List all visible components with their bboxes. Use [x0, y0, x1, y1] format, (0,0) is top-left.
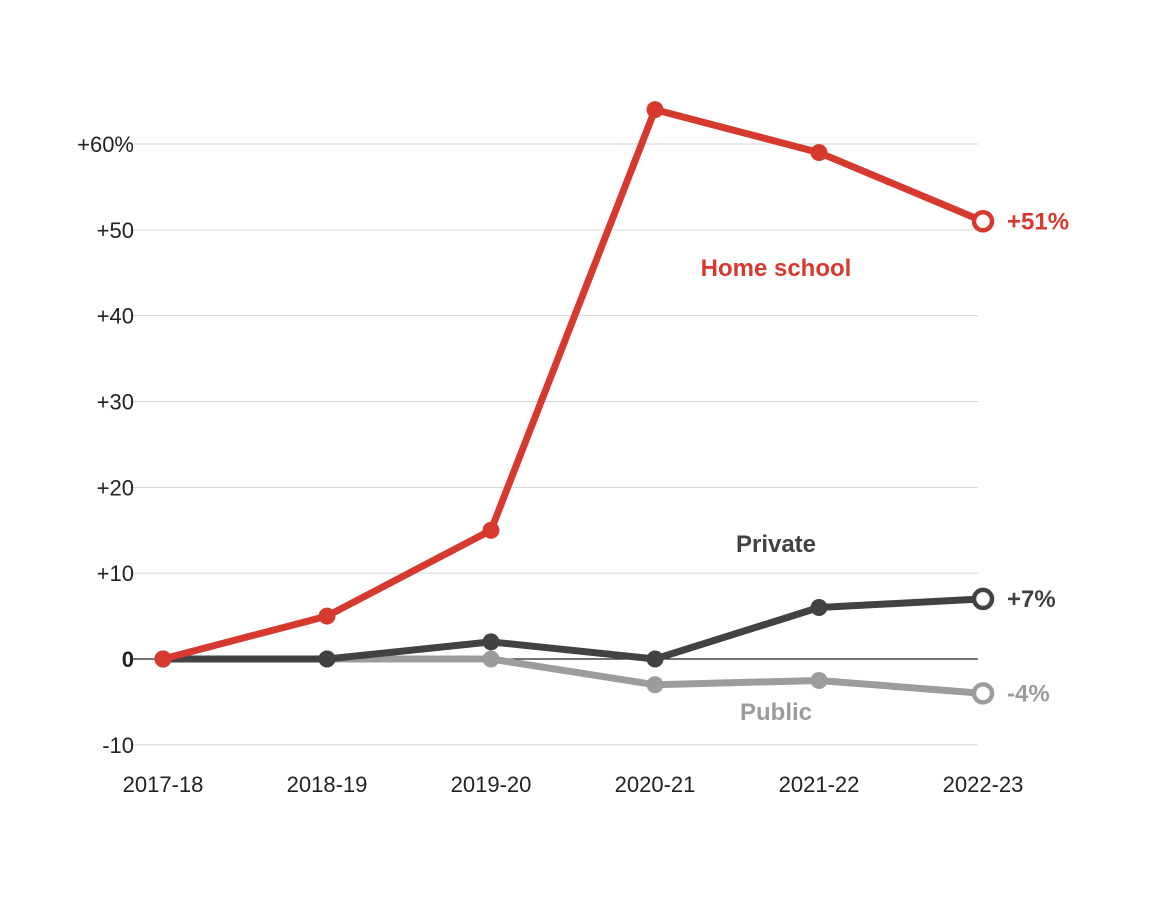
data-point — [318, 607, 336, 625]
data-point-end — [971, 682, 995, 705]
data-point — [646, 650, 664, 668]
y-tick-label: +40 — [97, 304, 134, 329]
data-point — [810, 599, 828, 616]
data-point — [482, 650, 500, 668]
series-home-school — [154, 101, 995, 668]
series-name-label: Private — [736, 531, 816, 558]
y-tick-label: +10 — [97, 561, 134, 586]
data-point — [646, 101, 664, 119]
end-value-label: -4% — [1007, 680, 1050, 707]
y-tick-label: +60% — [77, 132, 134, 157]
series-line — [159, 595, 987, 663]
data-point — [154, 650, 172, 668]
end-value-label: +51% — [1007, 208, 1069, 235]
data-point — [318, 650, 336, 668]
data-point-end — [971, 587, 995, 611]
series-name-label: Public — [740, 699, 812, 726]
y-tick-label: +50 — [97, 218, 134, 243]
data-point — [482, 521, 500, 539]
x-tick-label: 2017-18 — [123, 772, 204, 797]
y-tick-label: +30 — [97, 390, 134, 415]
series-lines — [154, 101, 995, 705]
y-tick-label: 0 — [122, 647, 134, 672]
x-tick-label: 2020-21 — [615, 772, 696, 797]
x-tick-label: 2021-22 — [779, 772, 860, 797]
y-tick-label: -10 — [102, 733, 134, 758]
y-axis-tick-labels: -10 0 +10 +20 +30 +40 +50 +60% — [77, 132, 134, 758]
series-name-label: Home school — [701, 255, 852, 282]
series-line — [159, 106, 987, 663]
data-point — [810, 144, 828, 162]
x-axis-tick-labels: 2017-18 2018-19 2019-20 2020-21 2021-22 2022-… — [123, 772, 1024, 797]
data-point — [482, 633, 500, 651]
series-labels: -4% Public +7% Private +51% Home school — [701, 208, 1069, 726]
x-tick-label: 2018-19 — [287, 772, 368, 797]
data-point — [646, 676, 664, 694]
grid-lines — [130, 143, 978, 746]
data-point — [810, 671, 828, 689]
series-line — [159, 655, 987, 697]
x-tick-label: 2019-20 — [451, 772, 532, 797]
x-tick-label: 2022-23 — [943, 772, 1024, 797]
data-point-end — [971, 210, 995, 233]
y-tick-label: +20 — [97, 475, 134, 500]
end-value-label: +7% — [1007, 586, 1056, 613]
